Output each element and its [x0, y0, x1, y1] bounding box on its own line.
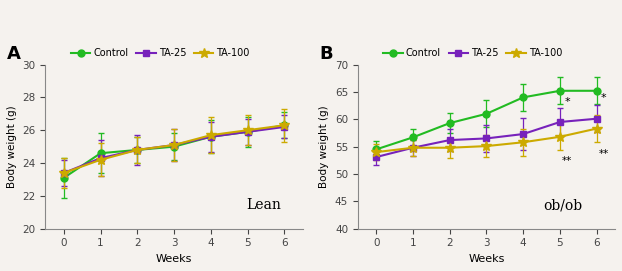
Text: **: **: [562, 156, 572, 166]
Text: B: B: [319, 45, 333, 63]
Legend: Control, TA-25, TA-100: Control, TA-25, TA-100: [71, 48, 249, 58]
Text: *: *: [564, 97, 570, 107]
X-axis label: Weeks: Weeks: [156, 254, 192, 264]
Text: A: A: [7, 45, 21, 63]
Y-axis label: Body weight (g): Body weight (g): [319, 105, 329, 188]
Text: ob/ob: ob/ob: [543, 198, 582, 212]
X-axis label: Weeks: Weeks: [468, 254, 504, 264]
Text: Lean: Lean: [246, 198, 281, 212]
Legend: Control, TA-25, TA-100: Control, TA-25, TA-100: [383, 48, 562, 58]
Text: *: *: [601, 93, 606, 103]
Y-axis label: Body weight (g): Body weight (g): [7, 105, 17, 188]
Text: **: **: [598, 149, 609, 159]
